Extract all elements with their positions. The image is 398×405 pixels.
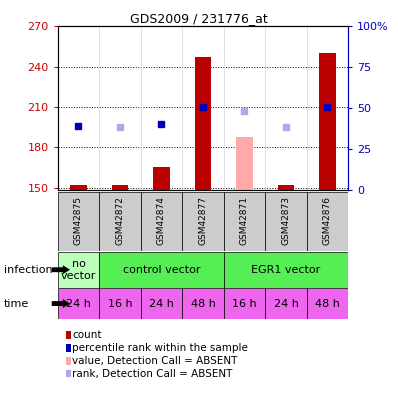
Bar [265,288,307,319]
Text: GDS2009 / 231776_at: GDS2009 / 231776_at [130,12,268,25]
Bar [70,185,87,190]
Text: no
vector: no vector [61,259,96,281]
Text: 16 h: 16 h [107,298,132,309]
Bar [153,168,170,190]
Text: 24 h: 24 h [66,298,91,309]
Bar [99,288,141,319]
Bar [224,288,265,319]
Bar [58,192,99,251]
Text: GSM42874: GSM42874 [157,196,166,245]
Bar [99,252,224,288]
Text: time: time [4,298,29,309]
Bar [278,185,294,190]
Text: percentile rank within the sample: percentile rank within the sample [72,343,248,353]
Bar [224,252,348,288]
Bar [265,192,307,251]
Text: 24 h: 24 h [273,298,298,309]
Bar [236,136,253,190]
Text: GSM42876: GSM42876 [323,196,332,245]
Text: GSM42873: GSM42873 [281,196,291,245]
Text: control vector: control vector [123,265,200,275]
Text: GSM42871: GSM42871 [240,196,249,245]
Text: 24 h: 24 h [149,298,174,309]
Bar [182,192,224,251]
Bar [307,288,348,319]
Text: rank, Detection Call = ABSENT: rank, Detection Call = ABSENT [72,369,232,379]
Text: GSM42872: GSM42872 [115,196,125,245]
Text: infection: infection [4,265,53,275]
Text: 16 h: 16 h [232,298,257,309]
Bar [182,288,224,319]
Text: value, Detection Call = ABSENT: value, Detection Call = ABSENT [72,356,238,366]
Bar [141,288,182,319]
Bar [224,192,265,251]
Bar [319,53,336,190]
Bar [112,185,128,190]
Bar [58,252,99,288]
Text: count: count [72,330,101,340]
Text: 48 h: 48 h [315,298,340,309]
Bar [307,192,348,251]
Bar [195,57,211,190]
Text: GSM42877: GSM42877 [199,196,207,245]
Bar [99,192,141,251]
Bar [58,288,99,319]
Text: 48 h: 48 h [191,298,215,309]
Text: EGR1 vector: EGR1 vector [252,265,321,275]
Bar [141,192,182,251]
Text: GSM42875: GSM42875 [74,196,83,245]
